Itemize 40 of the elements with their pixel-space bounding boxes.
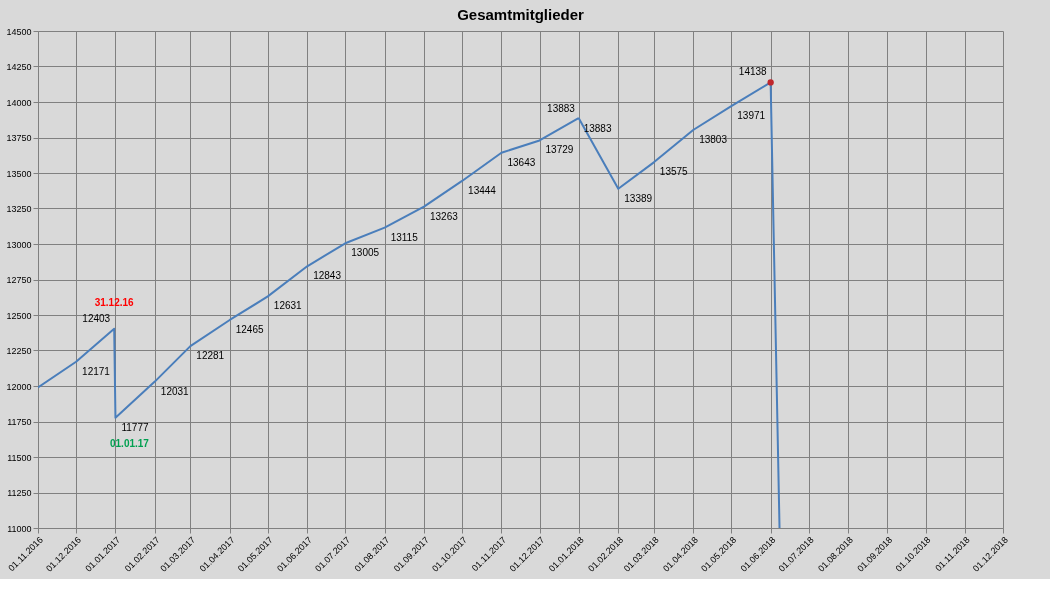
data-label: 12631 xyxy=(273,300,303,312)
y-tick-label: 14250 xyxy=(6,62,32,72)
data-label: 13389 xyxy=(624,192,653,204)
y-tick-label: 13250 xyxy=(6,204,32,214)
data-label: 11777 xyxy=(121,421,149,433)
line-series xyxy=(38,81,781,528)
data-label: 13115 xyxy=(390,231,419,243)
y-tick-label: 11750 xyxy=(7,417,32,427)
y-tick-label: 12750 xyxy=(6,275,32,285)
y-tick-label: 12500 xyxy=(6,310,32,321)
data-label: 13263 xyxy=(430,210,459,222)
y-tick-label: 11500 xyxy=(7,452,32,463)
y-tick-label: 11000 xyxy=(7,523,32,534)
data-label: 14138 xyxy=(738,66,768,78)
chart-title: Gesamtmitglieder xyxy=(457,6,585,23)
data-label: 13883 xyxy=(583,122,612,134)
data-label: 13729 xyxy=(545,144,574,156)
data-label: 13575 xyxy=(659,166,689,178)
data-label: 13643 xyxy=(507,156,536,168)
data-label: 12031 xyxy=(160,385,190,397)
y-tick-label: 11250 xyxy=(7,488,32,498)
data-label: 13803 xyxy=(699,133,728,145)
y-tick-label: 12000 xyxy=(6,381,32,392)
y-tick-label: 13750 xyxy=(6,133,32,143)
data-label: 12403 xyxy=(82,312,111,324)
y-tick-label: 12250 xyxy=(6,346,32,356)
data-label: 12843 xyxy=(313,270,342,282)
data-label: 13005 xyxy=(351,247,380,259)
data-label: 13883 xyxy=(547,102,576,114)
data-label: 13444 xyxy=(468,184,497,196)
y-tick-label: 13000 xyxy=(6,239,32,250)
data-label: 12281 xyxy=(196,350,225,362)
y-tick-label: 14000 xyxy=(6,97,32,108)
data-label: 13971 xyxy=(737,110,766,122)
y-tick-label: 14500 xyxy=(6,26,32,37)
data-label: 12171 xyxy=(82,365,111,377)
annotation: 31.12.16 xyxy=(94,296,135,308)
y-tick-label: 13500 xyxy=(6,168,32,179)
data-label: 12465 xyxy=(235,323,264,335)
annotation: 01.01.17 xyxy=(109,437,150,449)
